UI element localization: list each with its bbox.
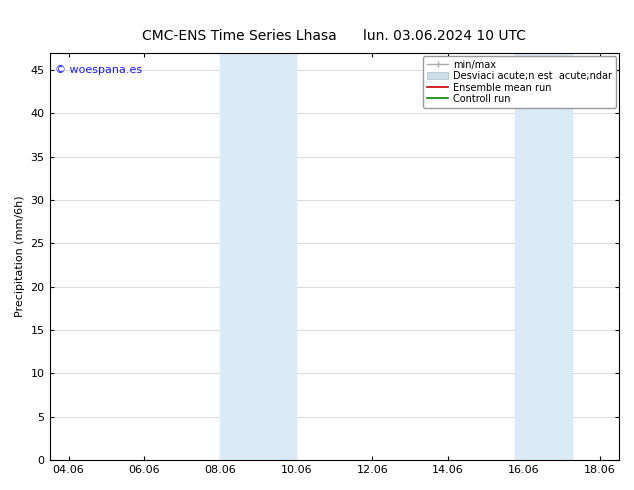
Text: © woespana.es: © woespana.es xyxy=(55,65,143,75)
Bar xyxy=(515,53,571,460)
Title: CMC-ENS Time Series Lhasa      lun. 03.06.2024 10 UTC: CMC-ENS Time Series Lhasa lun. 03.06.202… xyxy=(142,29,526,44)
Bar xyxy=(221,53,296,460)
Y-axis label: Precipitation (mm/6h): Precipitation (mm/6h) xyxy=(15,196,25,318)
Legend: min/max, Desviaci acute;n est  acute;ndar, Ensemble mean run, Controll run: min/max, Desviaci acute;n est acute;ndar… xyxy=(423,56,616,108)
